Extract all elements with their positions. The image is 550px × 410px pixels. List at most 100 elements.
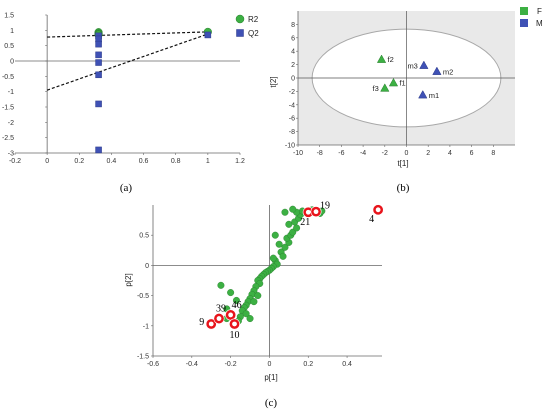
q2-point: [95, 100, 102, 108]
sample-point: [418, 90, 428, 99]
sample-label: m1: [429, 91, 439, 100]
regression-line: [47, 31, 208, 38]
variable-point: [289, 205, 297, 213]
sample-point: [380, 83, 390, 92]
sample-label: m2: [443, 67, 453, 76]
y-tick-label: 0.5: [139, 233, 149, 240]
variable-point: [293, 224, 301, 232]
legend-m-marker: [520, 19, 528, 27]
legend-f-marker: [520, 7, 528, 15]
x-tick-label: 0.8: [171, 158, 181, 165]
regression-line: [46, 33, 209, 91]
y-tick-label: 8: [291, 22, 295, 29]
y-tick-label: -4: [289, 102, 295, 109]
sample-label: f3: [373, 84, 379, 93]
x-tick-label: 0: [45, 158, 49, 165]
highlight-label: 4: [369, 214, 374, 225]
y-tick-label: 6: [291, 35, 295, 42]
x-tick-label: 0.4: [107, 158, 117, 165]
highlighted-point-center: [232, 321, 237, 327]
variable-point: [227, 289, 235, 297]
x-tick-label: -0.6: [147, 361, 159, 368]
y-tick-label: -1: [143, 323, 149, 330]
caption-b: (b): [397, 182, 410, 194]
variable-point: [285, 220, 293, 228]
y-axis-label: p[2]: [124, 273, 133, 286]
y-tick-label: 0: [10, 59, 14, 66]
sample-label: f2: [388, 55, 394, 64]
x-tick-label: 6: [470, 150, 474, 157]
variable-point: [275, 240, 283, 248]
highlight-label: 46: [232, 300, 242, 311]
highlighted-point-center: [305, 209, 311, 215]
variable-point: [242, 310, 250, 318]
x-axis-label: t[1]: [397, 159, 408, 168]
highlighted-point-center: [228, 312, 234, 318]
sample-point: [419, 60, 429, 69]
legend-f-label: F: [537, 7, 542, 16]
chart-c: -1.5 -1 -0.5 0 0.5 -0.6 -0.4 -0.2 0 0.2 0.4 p[1] p[2…: [124, 201, 384, 409]
caption-c: (c): [265, 397, 278, 409]
y-tick-label: -2: [289, 89, 295, 96]
x-tick-label: -10: [293, 150, 303, 157]
x-tick-label: 4: [448, 150, 452, 157]
highlighted-point-center: [375, 207, 381, 213]
variable-point: [269, 254, 277, 262]
x-tick-label: 0: [405, 150, 409, 157]
chart-a: -3 -2.5 -2 -1.5 -1 -0.5 0 0.5 1 1.5 -0.2 0 0.2 0.4 0.6…: [2, 13, 259, 195]
highlight-label: 10: [230, 330, 240, 341]
caption-a: (a): [120, 182, 133, 194]
x-tick-label: -0.4: [186, 361, 198, 368]
variable-point: [281, 243, 289, 251]
y-tick-label: -6: [289, 116, 295, 123]
y-tick-label: 0: [145, 263, 149, 270]
y-tick-label: -0.5: [137, 293, 149, 300]
legend-q2-label: Q2: [248, 29, 259, 38]
x-tick-label: 0.6: [139, 158, 149, 165]
highlighted-point-center: [208, 321, 214, 327]
highlighted-point-center: [216, 316, 222, 321]
y-tick-label: 2: [291, 62, 295, 69]
q2-point: [95, 51, 102, 59]
x-tick-label: -2: [382, 150, 388, 157]
variable-point: [246, 315, 254, 323]
legend-q2-marker: [236, 29, 244, 37]
legend-r2-label: R2: [248, 15, 259, 24]
y-tick-label: -2: [8, 120, 14, 127]
x-tick-label: -0.2: [225, 361, 237, 368]
y-tick-label: -10: [285, 143, 295, 150]
highlight-label: 39: [216, 304, 226, 315]
y-tick-label: -1: [8, 89, 14, 96]
variable-point: [281, 208, 289, 216]
variable-point: [279, 252, 287, 260]
legend-m-label: M: [536, 19, 543, 28]
variable-point: [250, 298, 258, 306]
x-tick-label: -8: [317, 150, 323, 157]
q2-point: [95, 40, 102, 48]
q2-point: [204, 31, 212, 39]
highlight-label: 21: [300, 217, 310, 228]
y-tick-label: 1.5: [4, 13, 14, 20]
y-tick-label: 4: [291, 49, 295, 56]
q2-point: [95, 71, 102, 79]
x-axis-label: p[1]: [264, 373, 277, 382]
variable-point: [232, 296, 240, 304]
q2-point: [95, 146, 102, 154]
x-tick-label: 0.2: [74, 158, 84, 165]
y-axis-label: t[2]: [269, 76, 278, 87]
variable-point: [271, 231, 279, 239]
highlight-label: 19: [320, 201, 330, 212]
y-tick-label: 0.5: [4, 43, 14, 50]
x-tick-label: 1: [206, 158, 210, 165]
x-tick-label: 0.2: [303, 361, 313, 368]
x-tick-label: -4: [360, 150, 366, 157]
x-tick-label: 0: [267, 361, 271, 368]
sample-point: [376, 54, 387, 63]
highlight-label: 9: [199, 317, 204, 328]
variable-point: [254, 292, 262, 300]
y-tick-label: -2.5: [2, 135, 14, 142]
sample-point: [388, 77, 399, 87]
x-tick-label: -0.2: [9, 158, 21, 165]
y-tick-label: -1.5: [2, 105, 14, 112]
